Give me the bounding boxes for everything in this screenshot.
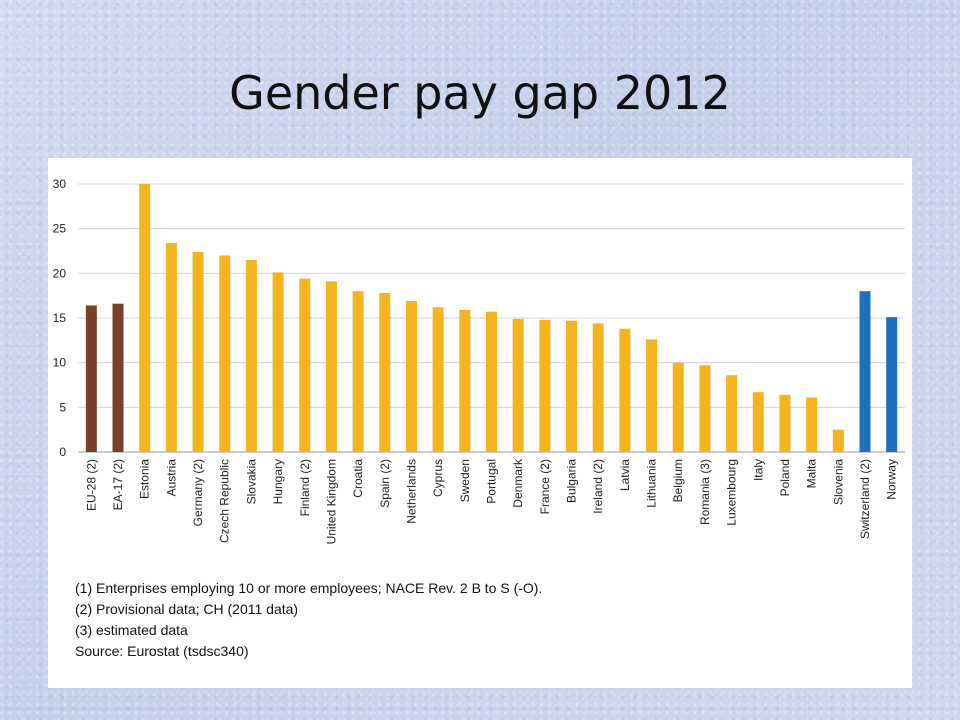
x-tick-label: Austria [164, 459, 178, 497]
source-note: Source: Eurostat (tsdsc340) [75, 643, 249, 659]
bar [299, 278, 311, 452]
bar [566, 320, 578, 452]
bar [245, 259, 257, 452]
x-tick-label: Croatia [351, 459, 365, 498]
bar [832, 429, 844, 452]
y-axis-tick-labels: 0 5 10 15 20 25 30 [53, 177, 67, 459]
x-tick-label: United Kingdom [324, 459, 338, 544]
bar [806, 397, 818, 452]
x-axis-tick-labels: EU-28 (2) EA-17 (2) Estonia Austria Germany … [84, 458, 898, 544]
x-tick-label: Slovakia [244, 459, 258, 505]
bar [272, 272, 284, 452]
x-tick-label: Cyprus [431, 459, 445, 497]
bar [352, 291, 364, 452]
x-tick-label: Belgium [671, 459, 685, 502]
x-tick-label: EA-17 (2) [111, 459, 125, 510]
x-tick-label: Romania (3) [698, 459, 712, 525]
x-tick-label: Sweden [458, 459, 472, 502]
x-tick-label: EU-28 (2) [84, 459, 98, 511]
bar [139, 184, 151, 452]
x-tick-label: Slovenia [831, 459, 845, 505]
x-tick-label: Spain (2) [378, 459, 392, 508]
x-tick-label: Norway [885, 459, 899, 500]
bar [459, 309, 471, 452]
x-tick-label: Denmark [511, 458, 525, 508]
bar [85, 305, 97, 452]
bar [219, 255, 231, 452]
x-tick-label: Italy [751, 459, 765, 481]
x-tick-label: Ireland (2) [591, 459, 605, 514]
bar [112, 303, 124, 452]
bar [539, 319, 551, 452]
bar [405, 301, 417, 452]
x-tick-label: Portugal [485, 459, 499, 504]
bar [699, 365, 711, 452]
x-tick-label: Netherlands [404, 459, 418, 524]
bar [512, 318, 524, 452]
bar [672, 362, 684, 452]
y-tick-label: 20 [53, 266, 67, 280]
bar [752, 392, 764, 452]
x-tick-label: Malta [805, 459, 819, 489]
bar [486, 311, 497, 452]
bar [859, 291, 871, 452]
y-tick-label: 25 [53, 222, 67, 236]
x-tick-label: Switzerland (2) [858, 459, 872, 539]
bar [379, 292, 391, 452]
chart-footnotes: (1) Enterprises employing 10 or more emp… [75, 578, 875, 662]
y-tick-label: 10 [53, 356, 67, 370]
x-tick-label: Luxembourg [725, 459, 739, 526]
bar [165, 242, 177, 452]
bar [646, 339, 658, 452]
chart-panel: 0 5 10 15 20 25 30 EU-28 (2) EA-17 (2) Estonia Au… [48, 158, 912, 688]
bar [619, 328, 631, 452]
x-tick-label: Lithuania [645, 459, 659, 508]
bar [726, 375, 738, 452]
bar-chart: 0 5 10 15 20 25 30 EU-28 (2) EA-17 (2) Estonia Au… [53, 177, 905, 544]
bar [192, 251, 204, 452]
bars [85, 184, 898, 452]
x-tick-label: Bulgaria [565, 459, 579, 503]
x-tick-label: Hungary [271, 459, 285, 504]
bar [886, 317, 898, 452]
slide-title: Gender pay gap 2012 [229, 66, 731, 120]
bar [592, 323, 604, 452]
y-tick-label: 15 [53, 311, 67, 325]
bar [779, 394, 791, 452]
x-tick-label: Czech Republic [218, 459, 232, 543]
y-tick-label: 0 [59, 445, 66, 459]
x-tick-label: Poland [778, 459, 792, 496]
x-tick-label: France (2) [538, 459, 552, 514]
y-tick-label: 30 [53, 177, 67, 191]
footnote-1: (1) Enterprises employing 10 or more emp… [75, 580, 543, 596]
x-tick-label: Germany (2) [191, 459, 205, 526]
y-tick-label: 5 [59, 400, 66, 414]
x-tick-label: Finland (2) [298, 459, 312, 516]
bar [432, 307, 444, 452]
bar [325, 281, 337, 452]
footnote-3: (3) estimated data [75, 622, 188, 638]
x-tick-label: Latvia [618, 459, 632, 491]
x-tick-label: Estonia [138, 459, 152, 499]
footnote-2: (2) Provisional data; CH (2011 data) [75, 601, 299, 617]
